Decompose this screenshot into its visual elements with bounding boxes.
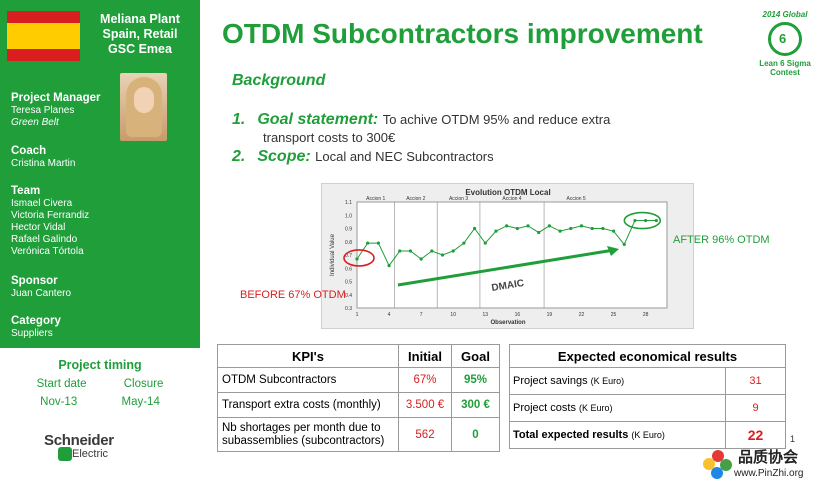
y-tick-label: 0.7 xyxy=(345,253,352,259)
initial-header: Initial xyxy=(398,344,452,368)
y-tick-label: 1.1 xyxy=(345,200,352,206)
contest-badge: 2014 Global 6 Lean 6 Sigma Contest xyxy=(759,10,811,77)
chart-svg: Evolution OTDM Local Accion 1 Accion 2 Acci… xyxy=(330,188,668,326)
data-point xyxy=(569,226,573,231)
data-point xyxy=(590,226,594,231)
y-axis-label: Individual Value xyxy=(330,233,336,276)
lean-six-sigma-icon: 6 xyxy=(768,22,802,56)
sponsor: Sponsor Juan Cantero xyxy=(11,275,72,299)
table-row: Nb shortages per month due to subassembl… xyxy=(217,417,500,452)
y-tick-label: 0.6 xyxy=(345,266,352,272)
chart-title: Evolution OTDM Local xyxy=(465,188,550,197)
category: Category Suppliers xyxy=(11,315,61,339)
page-number: 1 xyxy=(790,434,796,444)
data-point xyxy=(430,249,434,253)
x-axis-label: Observation xyxy=(490,320,525,326)
data-point xyxy=(387,264,391,268)
table-row: Transport extra costs (monthly) 3.500 € … xyxy=(217,392,500,418)
pinzhi-watermark: 品质协会 www.PinZhi.org xyxy=(698,446,819,484)
x-tick-label: 25 xyxy=(611,312,617,318)
phase-label: Accion 1 xyxy=(366,196,385,202)
page-title: OTDM Subcontractors improvement xyxy=(222,18,703,49)
x-tick-label: 13 xyxy=(482,312,488,318)
dmaic-label: DMAIC xyxy=(491,278,525,294)
data-point xyxy=(494,229,498,233)
spain-flag-icon xyxy=(7,11,80,61)
data-point xyxy=(451,249,455,253)
after-highlight xyxy=(623,211,662,230)
y-tick-label: 0.8 xyxy=(345,240,352,246)
data-point xyxy=(483,241,487,245)
economical-results-table: Expected economical results Project savi… xyxy=(509,344,786,449)
table-row: OTDM Subcontractors 67% 95% xyxy=(217,367,500,393)
otdm-chart: Evolution OTDM Local Accion 1 Accion 2 Acci… xyxy=(321,183,694,329)
plot-area xyxy=(356,201,668,309)
data-point xyxy=(515,226,519,231)
kpi-table: KPI's Initial Goal OTDM Subcontractors 6… xyxy=(217,344,500,452)
kpi-header: KPI's xyxy=(217,344,399,368)
data-point xyxy=(472,226,477,231)
data-point xyxy=(462,241,466,245)
sidebar: Meliana Plant Spain, Retail GSC Emea Pro… xyxy=(0,0,200,348)
data-point xyxy=(644,218,648,223)
x-tick-label: 22 xyxy=(579,312,585,318)
data-point xyxy=(633,218,637,223)
x-tick-label: 16 xyxy=(515,312,521,318)
data-point xyxy=(611,229,616,233)
data-point xyxy=(440,253,445,257)
dmaic-arrow xyxy=(397,248,615,287)
y-tick-label: 1.0 xyxy=(345,213,352,219)
phase-label: Accion 3 xyxy=(449,196,468,202)
goal-statement: 1. Goal statement: To achive OTDM 95% and… xyxy=(232,111,611,145)
project-manager: Project Manager Teresa Planes Green Belt xyxy=(11,92,101,128)
before-highlight xyxy=(343,249,375,267)
data-point xyxy=(547,224,552,228)
scope-statement: 2. Scope: Local and NEC Subcontractors xyxy=(232,148,494,165)
phase-label: Accion 4 xyxy=(502,196,521,202)
x-tick-label: 28 xyxy=(643,312,649,318)
phase-label: Accion 2 xyxy=(406,196,425,202)
before-annotation: BEFORE 67% OTDM xyxy=(240,289,346,301)
data-point xyxy=(408,249,413,253)
data-point xyxy=(419,257,423,261)
y-tick-label: 0.9 xyxy=(345,227,352,233)
y-tick-label: 0.5 xyxy=(345,280,352,286)
schneider-mark-icon xyxy=(58,447,72,461)
data-point xyxy=(654,218,658,223)
data-point xyxy=(622,242,626,246)
dmaic-arrowhead xyxy=(607,246,619,256)
data-point xyxy=(558,229,562,233)
data-point xyxy=(355,257,359,261)
x-tick-label: 1 xyxy=(356,312,359,318)
goal-header: Goal xyxy=(451,344,500,368)
econ-header: Expected economical results xyxy=(509,344,786,368)
background-heading: Background xyxy=(232,72,326,89)
schneider-logo: Schneider Electric xyxy=(44,432,114,461)
data-point xyxy=(526,224,530,228)
after-annotation: AFTER 96% OTDM xyxy=(673,234,770,246)
data-point xyxy=(505,224,509,228)
plant-info: Meliana Plant Spain, Retail GSC Emea xyxy=(100,12,180,56)
team: Team Ismael Civera Victoria Ferrandiz He… xyxy=(11,185,90,257)
x-tick-label: 10 xyxy=(450,312,456,318)
data-point xyxy=(579,224,584,228)
project-timing: Project timing Start date Closure Nov-13 M… xyxy=(36,358,164,408)
data-point xyxy=(376,241,380,245)
data-point xyxy=(398,249,402,253)
table-row: Project costs (K Euro) 9 xyxy=(509,394,786,422)
table-row: Project savings (K Euro) 31 xyxy=(509,367,786,395)
data-point xyxy=(366,241,370,245)
y-tick-label: 0.3 xyxy=(345,306,352,312)
table-row: Total expected results (K Euro) 22 xyxy=(509,421,786,449)
x-tick-label: 19 xyxy=(547,312,553,318)
y-tick-label: 0.4 xyxy=(345,293,352,299)
data-point xyxy=(601,226,605,231)
avatar xyxy=(120,73,167,141)
data-point xyxy=(537,230,541,235)
phase-label: Accion 5 xyxy=(567,196,586,202)
x-tick-label: 4 xyxy=(388,312,391,318)
x-tick-label: 7 xyxy=(420,312,423,318)
coach: Coach Cristina Martin xyxy=(11,145,76,169)
